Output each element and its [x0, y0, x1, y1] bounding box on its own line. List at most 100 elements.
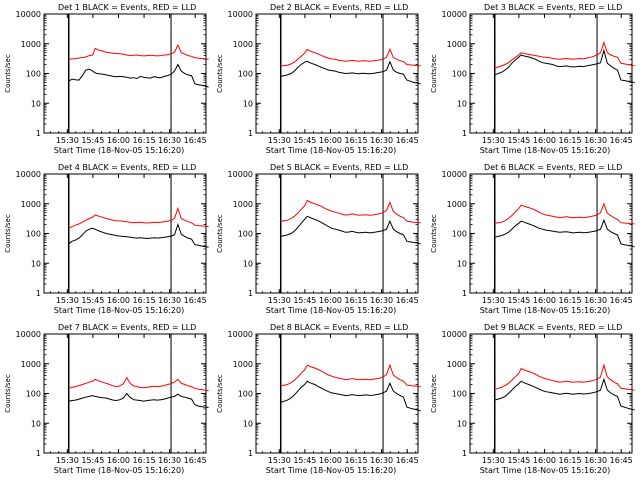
y-tick-label: 1000 [447, 200, 467, 209]
x-tick-label: 15:45 [81, 296, 104, 305]
x-tick-label: 16:15 [133, 456, 156, 465]
y-tick-label: 1 [248, 289, 253, 298]
panel-det-6: 1 10 100 1000 10000 15:30 15:45 16:00 16:15 16:30… [430, 163, 635, 315]
y-tick-label: 10 [457, 259, 467, 268]
x-axis-label: Start Time (18-Nov-05 15:16:20) [480, 466, 610, 475]
x-tick-label: 16:15 [559, 456, 582, 465]
y-axis-label: Counts/sec [4, 54, 12, 93]
series-lld-line [494, 202, 635, 225]
y-tick-label: 100 [452, 390, 467, 399]
y-tick-label: 10000 [442, 170, 467, 179]
series-lld-line [280, 199, 421, 224]
x-tick-label: 16:30 [158, 296, 181, 305]
y-tick-label: 10 [243, 419, 253, 428]
x-axis-label: Start Time (18-Nov-05 15:16:20) [266, 466, 396, 475]
x-tick-label: 16:45 [184, 296, 207, 305]
panel-title: Det 6 BLACK = Events, RED = LLD [484, 163, 622, 172]
x-tick-label: 15:45 [81, 456, 104, 465]
x-tick-label: 15:45 [81, 136, 104, 145]
x-tick-label: 15:30 [268, 136, 291, 145]
series-lld-line [494, 363, 635, 391]
y-tick-label: 10000 [16, 10, 41, 19]
x-tick-label: 16:30 [584, 296, 607, 305]
y-tick-label: 1 [36, 289, 41, 298]
y-axis-label: Counts/sec [430, 54, 438, 93]
x-tick-label: 16:15 [345, 296, 368, 305]
y-axis-label: Counts/sec [430, 214, 438, 253]
y-tick-label: 10 [31, 419, 41, 428]
x-tick-label: 15:45 [507, 296, 530, 305]
x-tick-label: 15:45 [293, 296, 316, 305]
y-tick-label: 10000 [442, 330, 467, 339]
x-tick-label: 16:15 [133, 136, 156, 145]
panel-det-1: 1 10 100 1000 10000 15:30 15:45 16:00 16:15 16:30… [4, 3, 209, 155]
y-tick-label: 1000 [447, 360, 467, 369]
y-axis-label: Counts/sec [4, 374, 12, 413]
x-tick-label: 16:00 [533, 456, 556, 465]
x-tick-label: 15:30 [482, 296, 505, 305]
y-tick-label: 10 [457, 419, 467, 428]
x-tick-label: 16:45 [396, 296, 419, 305]
panel-det-7: 1 10 100 1000 10000 15:30 15:45 16:00 16:15 16:30… [4, 323, 209, 475]
x-tick-label: 16:15 [133, 296, 156, 305]
y-axis-label: Counts/sec [4, 214, 12, 253]
x-tick-label: 15:30 [482, 456, 505, 465]
y-tick-label: 10 [31, 99, 41, 108]
x-tick-label: 15:30 [268, 456, 291, 465]
x-tick-label: 15:30 [268, 296, 291, 305]
panel-det-4: 1 10 100 1000 10000 15:30 15:45 16:00 16:15 16:30… [4, 163, 209, 315]
x-axis-label: Start Time (18-Nov-05 15:16:20) [266, 146, 396, 155]
x-tick-label: 15:30 [482, 136, 505, 145]
x-tick-label: 16:45 [610, 456, 633, 465]
y-tick-label: 1 [36, 449, 41, 458]
x-tick-label: 16:00 [319, 136, 342, 145]
series-events-line [494, 48, 635, 83]
panel-det-5: 1 10 100 1000 10000 15:30 15:45 16:00 16:15 16:30… [216, 163, 421, 315]
series-lld-line [494, 40, 635, 69]
series-lld-line [68, 43, 209, 60]
x-axis-label: Start Time (18-Nov-05 15:16:20) [480, 146, 610, 155]
panel-det-9: 1 10 100 1000 10000 15:30 15:45 16:00 16:15 16:30… [430, 323, 635, 475]
x-tick-label: 16:45 [610, 136, 633, 145]
y-tick-label: 10000 [228, 10, 253, 19]
y-tick-label: 1 [36, 129, 41, 138]
x-tick-label: 16:15 [559, 296, 582, 305]
y-tick-label: 1000 [233, 40, 253, 49]
x-tick-label: 16:15 [345, 456, 368, 465]
x-tick-label: 16:00 [319, 456, 342, 465]
y-tick-label: 100 [26, 390, 41, 399]
series-lld-line [280, 48, 421, 67]
x-tick-label: 16:30 [370, 456, 393, 465]
y-tick-label: 100 [238, 70, 253, 79]
x-tick-label: 16:15 [559, 136, 582, 145]
x-tick-label: 16:30 [370, 136, 393, 145]
x-tick-label: 16:30 [158, 456, 181, 465]
y-tick-label: 10000 [16, 330, 41, 339]
panel-det-8: 1 10 100 1000 10000 15:30 15:45 16:00 16:15 16:30… [216, 323, 421, 475]
x-tick-label: 16:45 [184, 456, 207, 465]
y-axis-label: Counts/sec [216, 374, 224, 413]
x-tick-label: 15:45 [507, 136, 530, 145]
y-tick-label: 100 [238, 230, 253, 239]
y-tick-label: 100 [26, 230, 41, 239]
x-axis-label: Start Time (18-Nov-05 15:16:20) [54, 146, 184, 155]
x-tick-label: 15:30 [56, 136, 79, 145]
series-events-line [68, 63, 209, 88]
y-tick-label: 100 [238, 390, 253, 399]
y-tick-label: 10 [243, 259, 253, 268]
y-tick-label: 1 [462, 289, 467, 298]
x-tick-label: 16:00 [107, 456, 130, 465]
y-tick-label: 1 [462, 449, 467, 458]
y-tick-label: 100 [26, 70, 41, 79]
x-axis-label: Start Time (18-Nov-05 15:16:20) [54, 306, 184, 315]
panel-title: Det 5 BLACK = Events, RED = LLD [270, 163, 408, 172]
series-events-line [494, 218, 635, 248]
panel-title: Det 4 BLACK = Events, RED = LLD [58, 163, 196, 172]
x-tick-label: 16:45 [610, 296, 633, 305]
x-tick-label: 16:15 [345, 136, 368, 145]
panel-title: Det 1 BLACK = Events, RED = LLD [58, 3, 196, 12]
y-axis-label: Counts/sec [216, 214, 224, 253]
y-tick-label: 10000 [228, 330, 253, 339]
series-events-line [68, 392, 209, 408]
